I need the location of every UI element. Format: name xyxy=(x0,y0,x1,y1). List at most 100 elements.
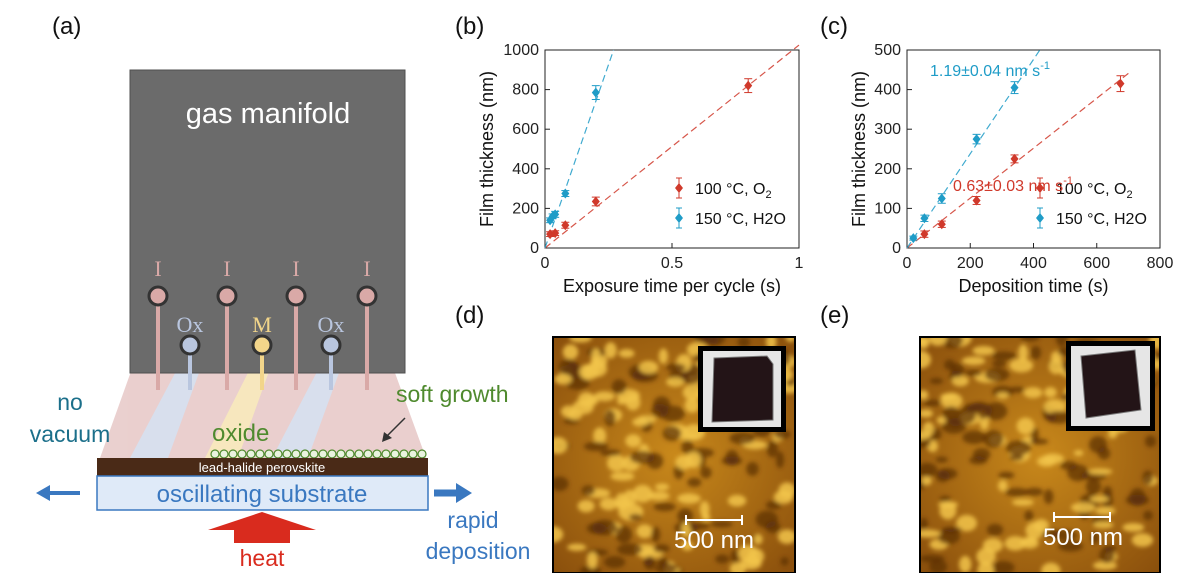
afm-grain xyxy=(685,451,702,468)
substrate xyxy=(96,475,429,511)
afm-pit xyxy=(935,456,948,463)
afm-pit xyxy=(942,526,963,533)
afm-pit xyxy=(583,441,609,452)
afm-grain xyxy=(637,415,657,424)
fit-line xyxy=(544,44,800,249)
afm-grain xyxy=(658,348,669,364)
afm-grain xyxy=(647,491,670,501)
afm-pit xyxy=(775,451,785,469)
afm-pit xyxy=(643,555,656,570)
data-point xyxy=(972,195,981,206)
y-tick-label: 800 xyxy=(512,82,539,99)
afm-pit xyxy=(766,440,778,458)
oxide-bead xyxy=(336,449,346,459)
afm-grain xyxy=(636,524,653,539)
afm-grain xyxy=(785,337,795,343)
afm-pit xyxy=(1047,410,1071,424)
afm-pit xyxy=(998,471,1015,479)
y-tick-label: 600 xyxy=(512,121,539,138)
oxide-bead xyxy=(345,449,355,459)
oxide-bead xyxy=(237,449,247,459)
data-point xyxy=(551,228,560,239)
afm-pit xyxy=(924,399,941,407)
afm-pit xyxy=(653,544,670,553)
afm-pit xyxy=(1097,447,1111,460)
afm-pit xyxy=(984,367,1010,382)
oxide-bead xyxy=(318,449,328,459)
x-tick-label: 0.5 xyxy=(661,255,683,272)
afm-pit xyxy=(774,429,791,439)
afm-grain xyxy=(920,337,930,349)
rapid-label: rapid xyxy=(447,507,498,533)
afm-grain xyxy=(959,555,972,573)
data-point xyxy=(546,229,555,240)
afm-pit xyxy=(949,417,962,427)
substrate-label: oscillating substrate xyxy=(157,481,368,508)
afm-grain xyxy=(738,544,758,562)
x-tick-label: 0 xyxy=(903,255,912,272)
panel-d-label: (d) xyxy=(455,302,484,329)
sample-photo-e xyxy=(1066,341,1155,431)
inlets: I Ox I M I Ox I xyxy=(147,256,378,390)
inlet-node-m xyxy=(251,334,273,356)
afm-grain xyxy=(977,561,994,573)
afm-pit xyxy=(581,485,595,496)
afm-pit xyxy=(991,560,1015,573)
right-arrow xyxy=(434,483,472,503)
afm-pit xyxy=(1099,547,1115,564)
panel-a: (a) gas manifold xyxy=(30,13,531,571)
data-point xyxy=(937,193,946,204)
heat-arrow xyxy=(208,512,316,543)
sample-photo-d xyxy=(698,346,786,432)
afm-pit xyxy=(579,565,602,573)
afm-grain xyxy=(684,397,700,413)
afm-frame-d xyxy=(552,336,796,573)
afm-pit xyxy=(746,461,759,476)
afm-pit xyxy=(950,363,965,377)
afm-pit xyxy=(939,495,951,503)
afm-grain xyxy=(615,493,629,511)
afm-grain xyxy=(681,541,694,551)
afm-grain xyxy=(1095,506,1116,515)
afm-pit xyxy=(715,554,730,564)
afm-pit xyxy=(964,370,982,377)
inlet-node-i4 xyxy=(356,285,378,307)
y-tick-label: 1000 xyxy=(503,42,539,59)
afm-pit xyxy=(780,557,789,566)
afm-pit xyxy=(972,448,991,461)
afm-grain xyxy=(1004,536,1026,551)
afm-pit xyxy=(942,406,960,422)
data-point xyxy=(937,219,946,230)
y-tick-label: 500 xyxy=(874,42,901,59)
afm-grain xyxy=(940,393,957,401)
afm-pit xyxy=(1005,440,1031,456)
data-point xyxy=(591,87,600,98)
afm-pit xyxy=(1090,531,1100,545)
afm-pit xyxy=(604,409,616,427)
x-tick-label: 800 xyxy=(1147,255,1174,272)
legend-label: 100 °C, O2 xyxy=(1056,181,1133,201)
data-point xyxy=(561,188,570,199)
oxide-bead xyxy=(309,449,319,459)
oxide-bead xyxy=(219,449,229,459)
afm-pit xyxy=(629,450,655,464)
y-tick-label: 0 xyxy=(892,240,901,257)
afm-pit xyxy=(730,549,740,564)
afm-pit xyxy=(1052,529,1078,541)
x-tick-label: 1 xyxy=(795,255,804,272)
afm-pit xyxy=(600,449,621,457)
oxide-bead xyxy=(327,449,337,459)
afm-pit xyxy=(666,363,686,372)
afm-grain xyxy=(920,409,933,418)
afm-pit xyxy=(1030,345,1042,360)
afm-grain xyxy=(562,344,579,360)
afm-grain xyxy=(1041,562,1061,573)
y-tick-label: 0 xyxy=(530,240,539,257)
afm-grain xyxy=(939,502,957,520)
afm-pit xyxy=(1143,510,1153,521)
afm-pit xyxy=(688,522,710,530)
afm-grain xyxy=(1070,502,1096,513)
afm-grain xyxy=(1009,358,1034,373)
manifold-label: gas manifold xyxy=(186,98,350,130)
afm-grain xyxy=(1012,498,1034,506)
